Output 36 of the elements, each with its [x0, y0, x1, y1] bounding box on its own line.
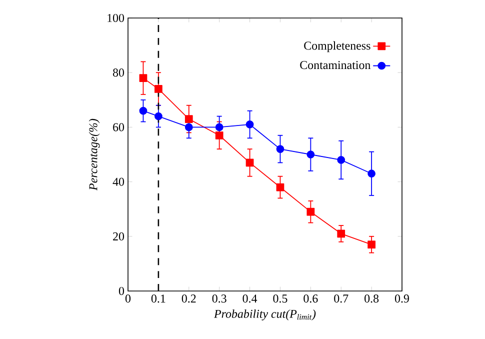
x-tick-label: 0.9 [394, 294, 409, 303]
point [139, 106, 148, 115]
legend-label: Contamination [300, 61, 371, 70]
x-tick-label: 0.1 [151, 294, 166, 303]
point [139, 74, 148, 82]
y-tick-label: 40 [112, 178, 124, 186]
y-tick-label: 0 [118, 286, 124, 296]
point [368, 240, 376, 249]
x-tick-label: 0.3 [212, 294, 226, 303]
y-tick-label: 60 [113, 123, 124, 132]
y-tick-label: 20 [113, 232, 124, 240]
x-tick-label: 0.8 [364, 294, 379, 303]
y-tick-label: 80 [112, 68, 124, 77]
x-tick-label: 0.4 [242, 294, 258, 303]
point [337, 230, 346, 238]
point [154, 85, 162, 93]
y-axis-title: Percentage(%) [88, 118, 100, 191]
point [337, 156, 346, 164]
y-tick-label: 100 [108, 14, 124, 22]
point [184, 115, 193, 123]
point [306, 208, 315, 216]
x-tick-label: 0.7 [334, 294, 348, 303]
point [246, 120, 254, 128]
point [246, 158, 254, 167]
x-tick-label: 0 [125, 294, 131, 303]
point [215, 131, 224, 140]
point [306, 150, 315, 158]
point [368, 170, 376, 178]
x-axis-title: Probability cut(P$_{limit}$) [214, 309, 316, 320]
x-tick-label: 0.5 [273, 294, 288, 303]
point [276, 145, 284, 153]
point [276, 183, 284, 192]
x-tick-label: 0.2 [182, 294, 196, 303]
point [154, 112, 162, 120]
legend-label: Completeness [304, 41, 370, 52]
x-tick-label: 0.6 [304, 294, 318, 303]
